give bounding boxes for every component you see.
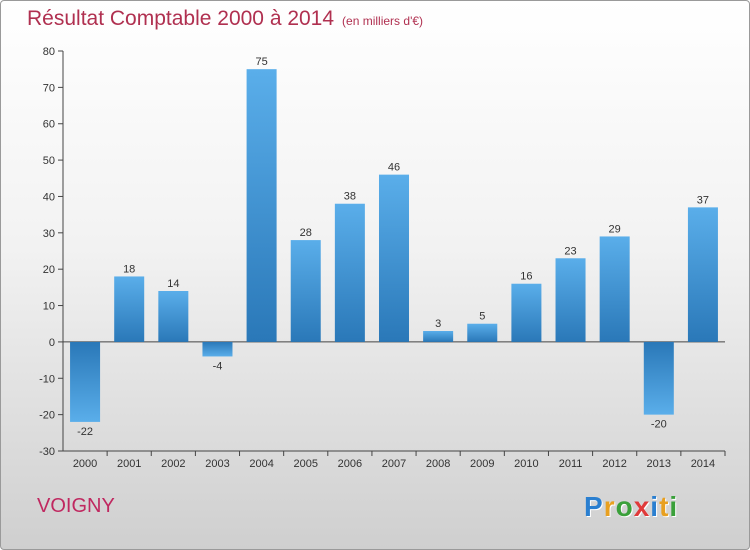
bar-2003	[202, 341, 233, 357]
logo-letter: r	[603, 491, 616, 522]
bar-2002	[158, 291, 189, 342]
bar-2001	[114, 276, 145, 342]
data-label-2001: 18	[123, 263, 135, 275]
x-tick-label: 2014	[691, 458, 715, 470]
x-tick-label: 2006	[338, 458, 362, 470]
data-label-2012: 29	[609, 223, 621, 235]
data-label-2014: 37	[697, 194, 709, 206]
chart-subtitle: (en milliers d'€)	[342, 14, 424, 28]
logo-letter: x	[633, 491, 651, 522]
bar-2014	[687, 207, 718, 342]
data-label-2006: 38	[344, 191, 356, 203]
data-label-2011: 23	[564, 245, 576, 257]
x-tick-label: 2011	[559, 458, 583, 470]
data-label-2008: 3	[435, 318, 441, 330]
data-label-2009: 5	[479, 311, 485, 323]
data-label-2005: 28	[300, 227, 312, 239]
bar-2009	[467, 323, 498, 342]
y-tick-label: 60	[43, 119, 55, 131]
x-tick-label: 2010	[514, 458, 538, 470]
y-tick-label: 70	[43, 82, 55, 94]
x-tick-label: 2002	[161, 458, 185, 470]
chart-title: Résultat Comptable 2000 à 2014 (en millie…	[27, 7, 423, 31]
logo-letter: i	[669, 491, 679, 522]
bar-2000	[70, 341, 101, 422]
x-tick-label: 2001	[117, 458, 141, 470]
y-tick-label: -20	[39, 410, 55, 422]
bar-2007	[378, 174, 410, 342]
bar-2012	[599, 236, 630, 342]
bar-2006	[334, 203, 365, 342]
data-label-2002: 14	[167, 278, 179, 290]
bar-2010	[511, 283, 542, 342]
chart-title-text: Résultat Comptable 2000 à 2014	[27, 7, 335, 30]
bar-2011	[555, 258, 586, 342]
x-tick-label: 2004	[249, 458, 273, 470]
town-name: VOIGNY	[37, 495, 115, 517]
data-label-2010: 16	[520, 271, 532, 283]
y-tick-label: 10	[43, 301, 55, 313]
y-tick-label: 40	[43, 191, 55, 203]
data-label-2013: -20	[651, 419, 667, 431]
bar-2013	[643, 341, 674, 415]
x-tick-label: 2005	[293, 458, 317, 470]
y-tick-label: -10	[39, 373, 55, 385]
labels-group: -22 18 14 -4 75 28 38 46 3 5 16 23 29 -20 37	[77, 56, 709, 438]
x-tick-label: 2009	[470, 458, 494, 470]
x-tick-label: 2012	[602, 458, 626, 470]
data-label-2003: -4	[213, 360, 223, 372]
bar-2005	[290, 240, 321, 342]
logo-letter: i	[650, 491, 660, 522]
y-tick-label: 30	[43, 228, 55, 240]
logo-letter: o	[615, 491, 634, 522]
proxiti-logo: Proxiti	[584, 491, 678, 523]
logo-letter: t	[659, 491, 670, 522]
bar-2004	[246, 69, 277, 342]
y-tick-label: 50	[43, 155, 55, 167]
y-tick-label: -30	[39, 446, 55, 458]
x-tick-label: 2003	[205, 458, 229, 470]
data-label-2004: 75	[255, 56, 267, 68]
data-label-2000: -22	[77, 426, 93, 438]
x-tick-label: 2007	[382, 458, 406, 470]
y-tick-label: 0	[49, 337, 55, 349]
y-tick-label: 20	[43, 264, 55, 276]
bar-2008	[423, 331, 454, 342]
bars-group	[70, 69, 718, 422]
x-tick-label: 2000	[73, 458, 97, 470]
x-tick-label: 2008	[426, 458, 450, 470]
y-tick-label: 80	[43, 46, 55, 58]
data-label-2007: 46	[388, 162, 400, 174]
logo-letter: P	[584, 491, 604, 522]
x-tick-label: 2013	[647, 458, 671, 470]
